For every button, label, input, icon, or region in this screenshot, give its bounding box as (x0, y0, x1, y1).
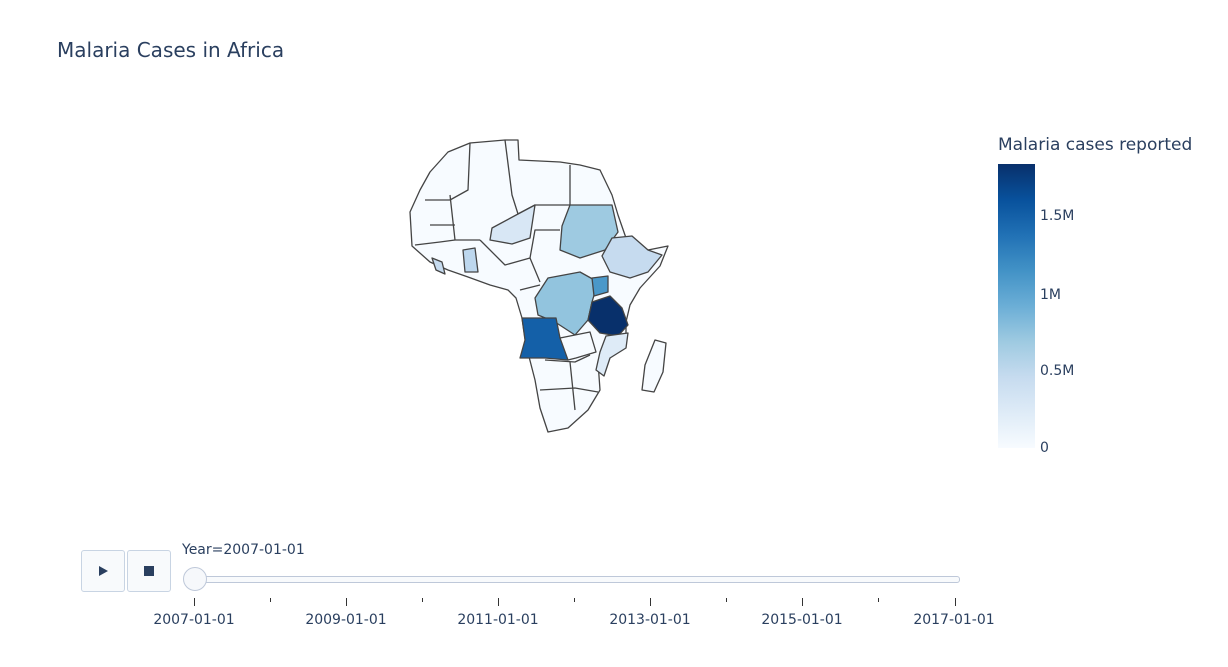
madagascar (641, 339, 667, 393)
slider-minor-tick (574, 598, 575, 602)
stop-button[interactable] (127, 550, 171, 592)
slider-track[interactable] (194, 576, 960, 583)
slider-major-tick (498, 598, 499, 606)
country-uganda (591, 275, 609, 297)
play-button[interactable] (81, 550, 125, 592)
colorbar-tick-label: 0.5M (1040, 363, 1075, 379)
slider-tick-label[interactable]: 2007-01-01 (153, 612, 235, 628)
slider-major-tick (802, 598, 803, 606)
colorbar-tick-label: 1.5M (1040, 208, 1075, 224)
slider-major-tick (194, 598, 195, 606)
slider-handle[interactable] (183, 567, 207, 591)
country-tanzania (587, 295, 629, 337)
country-ethiopia (601, 235, 663, 279)
country-sudan (559, 204, 619, 259)
slider-tick-label[interactable]: 2015-01-01 (761, 612, 843, 628)
slider-major-tick (650, 598, 651, 606)
slider-minor-tick (270, 598, 271, 602)
play-icon (99, 566, 108, 576)
colorbar-tick-label: 1M (1040, 287, 1061, 303)
country-mozambique (595, 332, 629, 377)
stop-icon (144, 566, 154, 576)
country-zambia (559, 331, 597, 361)
slider-minor-tick (878, 598, 879, 602)
slider-major-tick (955, 598, 956, 606)
slider-tick-label[interactable]: 2011-01-01 (457, 612, 539, 628)
country-ghana (462, 247, 479, 273)
country-liberia (431, 257, 446, 275)
slider-tick-label[interactable]: 2013-01-01 (609, 612, 691, 628)
slider-major-tick (346, 598, 347, 606)
slider-tick-label[interactable]: 2009-01-01 (305, 612, 387, 628)
colorbar (998, 164, 1035, 448)
chart-title: Malaria Cases in Africa (57, 38, 285, 62)
slider-current-value: Year=2007-01-01 (182, 542, 305, 558)
colorbar-title: Malaria cases reported (998, 135, 1193, 155)
slider-minor-tick (726, 598, 727, 602)
slider-tick-label[interactable]: 2017-01-01 (913, 612, 995, 628)
africa-outline (409, 139, 669, 433)
country-niger (489, 204, 536, 245)
colorbar-tick-label: 0 (1040, 440, 1049, 456)
slider-minor-tick (422, 598, 423, 602)
